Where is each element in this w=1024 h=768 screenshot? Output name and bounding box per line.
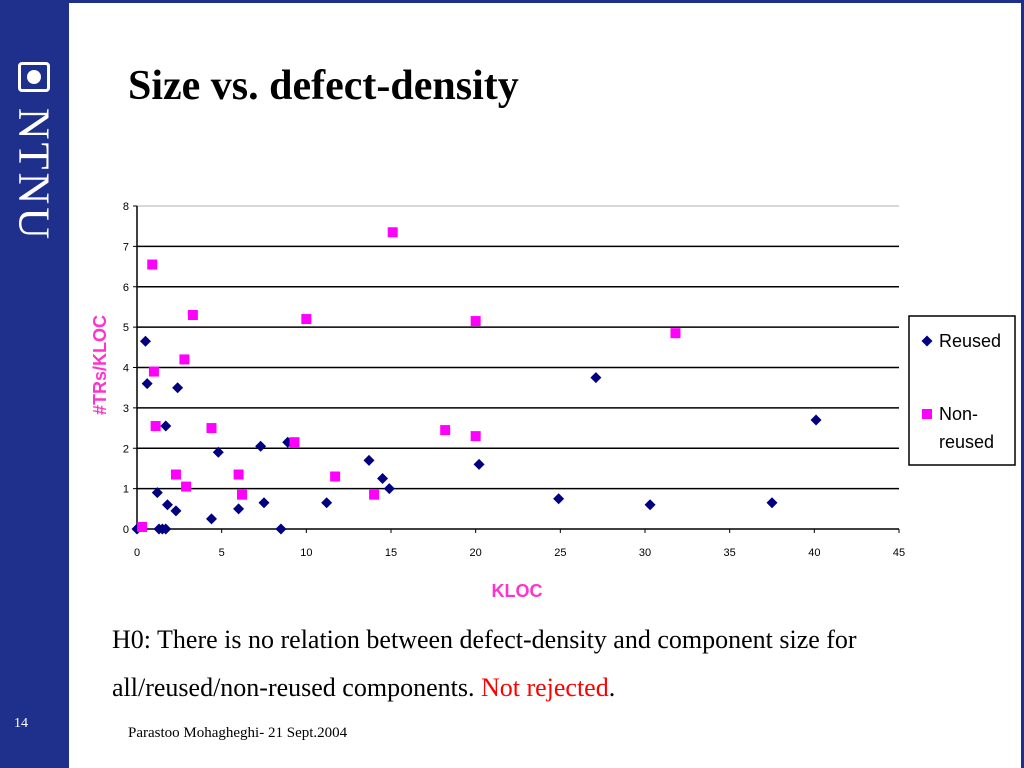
y-axis-label: #TRs/KLOC <box>90 315 110 415</box>
non-reused-point <box>301 314 312 325</box>
non-reused-point <box>289 437 300 448</box>
legend-label-non-reused: Non-reused <box>939 404 994 452</box>
reused-point <box>321 497 333 509</box>
non-reused-point <box>170 469 181 480</box>
reused-point <box>258 497 270 509</box>
reused-point <box>383 483 395 495</box>
non-reused-point <box>206 423 217 434</box>
hypothesis-statement: H0: There is no relation between defect-… <box>112 625 857 702</box>
y-tick-label: 7 <box>123 241 129 253</box>
hypothesis-text: H0: There is no relation between defect-… <box>112 616 1012 712</box>
x-tick-label: 35 <box>724 547 736 559</box>
non-reused-point <box>233 469 244 480</box>
x-tick-label: 10 <box>300 547 312 559</box>
data-points <box>131 227 822 535</box>
non-reused-point <box>187 310 198 321</box>
reused-point <box>473 458 485 470</box>
slide-title: Size vs. defect-density <box>128 63 519 109</box>
non-reused-point <box>148 366 159 377</box>
y-tick-label: 4 <box>123 363 129 375</box>
non-reused-point <box>150 421 161 432</box>
non-reused-point <box>236 489 247 500</box>
y-tick-label: 1 <box>123 484 129 496</box>
reused-point <box>160 523 172 535</box>
y-tick-label: 0 <box>123 524 129 536</box>
x-axis-label: KLOC <box>492 581 543 601</box>
reused-point <box>275 523 287 535</box>
non-reused-point <box>147 259 158 270</box>
hypothesis-result: Not rejected <box>480 673 609 702</box>
legend-marker-non-reused <box>922 409 932 419</box>
non-reused-point <box>470 316 481 327</box>
page-number: 14 <box>14 716 28 731</box>
reused-point <box>810 414 822 426</box>
non-reused-point <box>137 521 148 532</box>
footer-author-date: Parastoo Mohagheghi- 21 Sept.2004 <box>128 725 348 741</box>
non-reused-point <box>330 471 341 482</box>
reused-point <box>377 473 389 485</box>
legend-label-reused: Reused <box>939 331 1001 351</box>
reused-point <box>212 446 224 458</box>
reused-point <box>141 378 153 390</box>
y-tick-label: 2 <box>123 443 129 455</box>
grid-lines <box>137 205 899 490</box>
x-tick-label: 0 <box>134 547 140 559</box>
reused-point <box>172 382 184 394</box>
reused-point <box>553 493 565 505</box>
y-tick-label: 6 <box>123 282 129 294</box>
sidebar: NTNU 14 <box>0 0 69 768</box>
non-reused-point <box>670 328 681 339</box>
reused-point <box>161 499 173 511</box>
y-tick-label: 3 <box>123 403 129 415</box>
x-tick-label: 25 <box>554 547 566 559</box>
x-tick-label: 5 <box>219 547 225 559</box>
ntnu-logo-icon <box>18 62 50 92</box>
non-reused-point <box>179 354 190 365</box>
reused-point <box>151 487 163 499</box>
reused-point <box>255 440 267 452</box>
reused-point <box>644 499 656 511</box>
x-tick-label: 15 <box>385 547 397 559</box>
x-tick-label: 45 <box>893 547 905 559</box>
x-tick-label: 30 <box>639 547 651 559</box>
x-tick-label: 20 <box>470 547 482 559</box>
non-reused-point <box>440 425 451 436</box>
non-reused-point <box>470 431 481 442</box>
reused-point <box>766 497 778 509</box>
reused-point <box>363 454 375 466</box>
reused-point <box>233 503 245 515</box>
y-tick-label: 8 <box>123 201 129 213</box>
reused-point <box>206 513 218 525</box>
slide-frame <box>69 0 1024 768</box>
reused-point <box>590 372 602 384</box>
reused-point <box>170 505 182 517</box>
legend-marker-reused <box>921 335 933 347</box>
non-reused-point <box>181 481 192 492</box>
chart-legend: Reused Non-reused <box>908 315 1016 466</box>
x-tick-label: 40 <box>808 547 820 559</box>
reused-point <box>160 420 172 432</box>
non-reused-point <box>387 227 398 238</box>
non-reused-point <box>369 489 380 500</box>
y-tick-label: 5 <box>123 322 129 334</box>
reused-point <box>139 335 151 347</box>
hypothesis-end: . <box>608 673 616 702</box>
